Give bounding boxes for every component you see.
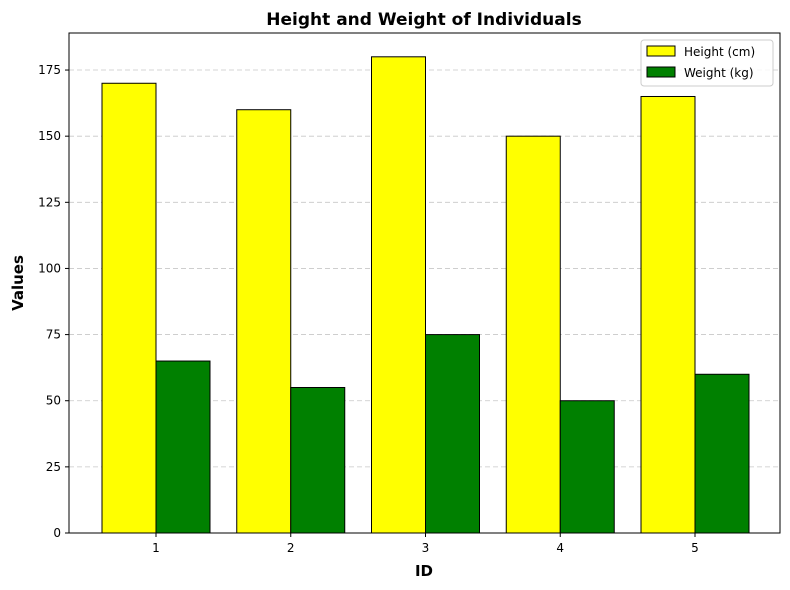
x-tick-label: 1 (152, 541, 160, 555)
bar-weight-3 (425, 334, 480, 534)
bar-weight-1 (155, 360, 211, 534)
legend-swatch (646, 66, 676, 78)
x-axis-label: ID (415, 562, 433, 580)
y-tick-label: 0 (53, 526, 61, 540)
y-tick-label: 100 (38, 261, 61, 275)
bar-height-3 (371, 56, 426, 534)
x-tick-label: 3 (422, 541, 430, 555)
bar-weight-2 (290, 386, 346, 534)
bar-weight-5 (694, 373, 750, 534)
x-axis-ticks: 1 2 3 4 5 (152, 533, 699, 555)
legend-label: Weight (kg) (684, 66, 754, 80)
bar-height-4 (505, 135, 561, 534)
y-tick-label: 75 (46, 328, 61, 342)
y-tick-label: 150 (38, 129, 61, 143)
y-axis-ticks: 0 25 50 75 100 125 150 175 (38, 63, 69, 540)
bar-height-1 (101, 82, 157, 534)
y-tick-label: 50 (46, 394, 61, 408)
legend: Height (cm) Weight (kg) (640, 39, 774, 87)
legend-swatch (646, 45, 676, 57)
x-tick-label: 5 (691, 541, 699, 555)
y-axis-label: Values (9, 255, 27, 311)
bar-weight-4 (559, 400, 615, 534)
bars (101, 56, 750, 534)
y-tick-label: 175 (38, 63, 61, 77)
legend-label: Height (cm) (684, 45, 755, 59)
plot-frame (68, 32, 781, 534)
bar-height-2 (236, 109, 292, 534)
bar-height-5 (640, 95, 696, 534)
x-tick-label: 4 (556, 541, 564, 555)
chart-title: Height and Weight of Individuals (266, 10, 581, 30)
y-tick-label: 25 (46, 460, 61, 474)
y-tick-label: 125 (38, 195, 61, 209)
x-tick-label: 2 (287, 541, 295, 555)
